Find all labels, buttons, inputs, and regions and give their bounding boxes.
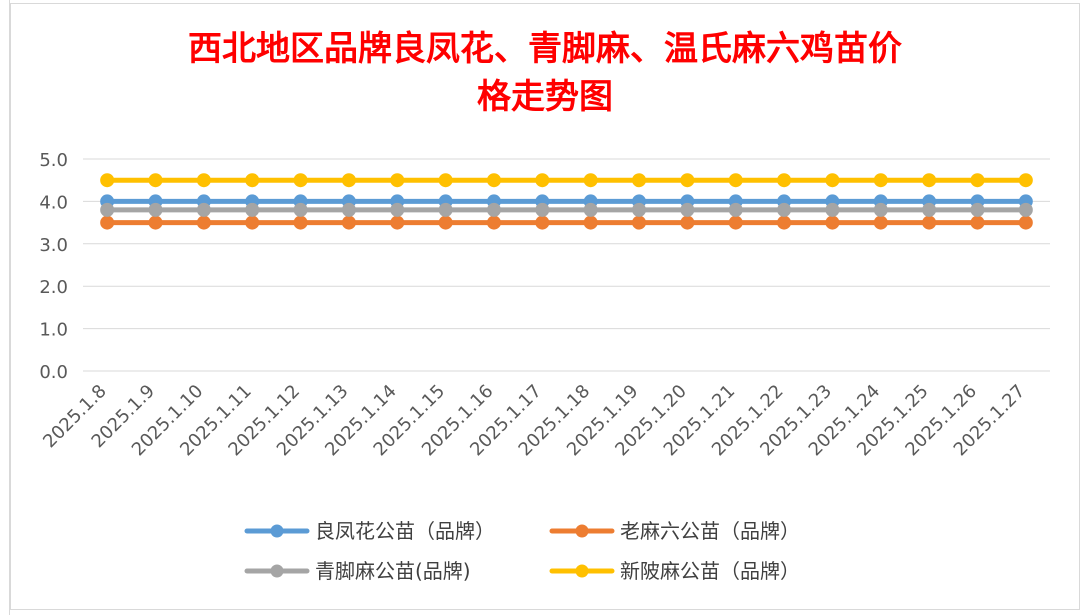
data-point [100,202,115,217]
data-point [245,202,260,217]
data-point [341,202,356,217]
data-point [196,215,211,230]
data-point [196,202,211,217]
data-point [922,173,937,188]
chart-title-line-2: 格走势图 [477,77,613,117]
y-tick-label: 4.0 [39,192,68,213]
data-point [632,215,647,230]
data-point [873,173,888,188]
y-tick-label: 2.0 [39,277,68,298]
data-point [245,215,260,230]
data-point [1018,202,1033,217]
data-point [970,202,985,217]
data-point [583,202,598,217]
series-group [100,173,1033,230]
data-point [341,173,356,188]
gridlines [83,158,1050,372]
data-point [873,202,888,217]
series-4 [100,173,1033,188]
data-point [100,173,115,188]
data-point [680,173,695,188]
data-point [922,202,937,217]
data-point [486,215,501,230]
chart-title-line-1: 西北地区品牌良凤花、青脚麻、温氏麻六鸡苗价 [188,29,902,69]
data-point [825,215,840,230]
data-point [680,215,695,230]
data-point [293,215,308,230]
data-point [777,202,792,217]
data-point [486,173,501,188]
data-point [728,173,743,188]
y-axis-tick-labels: 5.0 4.0 3.0 2.0 1.0 0.0 [39,150,68,383]
data-point [632,173,647,188]
legend-marker [270,564,284,578]
y-tick-label: 3.0 [39,235,68,256]
data-point [390,202,405,217]
data-point [390,215,405,230]
series-1 [100,194,1033,209]
legend-label: 新陂麻公苗（品牌） [620,559,800,583]
legend-marker [575,524,589,538]
x-axis-tick-labels: 2025.1.82025.1.92025.1.102025.1.112025.1… [39,381,1029,461]
legend-label: 良凤花公苗（品牌） [315,519,495,543]
data-point [825,173,840,188]
data-point [825,202,840,217]
data-point [438,173,453,188]
data-point [390,173,405,188]
spreadsheet-gridline [0,0,10,615]
legend-marker [270,524,284,538]
data-point [1018,173,1033,188]
data-point [873,215,888,230]
data-point [922,215,937,230]
series-3 [100,202,1033,217]
legend-marker [575,564,589,578]
data-point [535,202,550,217]
data-point [486,202,501,217]
data-point [293,202,308,217]
data-point [728,215,743,230]
data-point [777,215,792,230]
data-point [583,215,598,230]
data-point [632,202,647,217]
legend-label: 老麻六公苗（品牌） [620,519,800,543]
series-2 [100,215,1033,230]
data-point [148,173,163,188]
data-point [438,202,453,217]
data-point [970,215,985,230]
chart-area[interactable] [10,3,1080,610]
y-tick-label: 5.0 [39,150,68,171]
data-point [245,173,260,188]
data-point [148,202,163,217]
legend-item: 新陂麻公苗（品牌） [549,559,800,583]
y-tick-label: 1.0 [39,320,68,341]
data-point [438,215,453,230]
data-point [535,215,550,230]
data-point [777,173,792,188]
data-point [341,215,356,230]
data-point [728,202,743,217]
data-point [148,215,163,230]
data-point [583,173,598,188]
y-tick-label: 0.0 [39,362,68,383]
data-point [196,173,211,188]
legend: 良凤花公苗（品牌） 老麻六公苗（品牌） 青脚麻公苗(品牌) 新陂麻公苗（品牌） [244,519,800,583]
legend-item: 青脚麻公苗(品牌) [244,559,471,583]
data-point [970,173,985,188]
legend-item: 良凤花公苗（品牌） [244,519,495,543]
data-point [293,173,308,188]
legend-label: 青脚麻公苗(品牌) [315,559,471,583]
data-point [535,173,550,188]
data-point [1018,215,1033,230]
legend-item: 老麻六公苗（品牌） [549,519,800,543]
data-point [100,215,115,230]
data-point [680,202,695,217]
